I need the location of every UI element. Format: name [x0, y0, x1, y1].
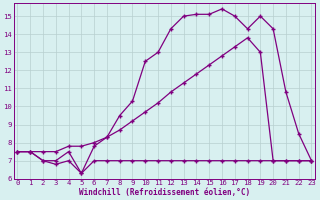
X-axis label: Windchill (Refroidissement éolien,°C): Windchill (Refroidissement éolien,°C) [79, 188, 250, 197]
